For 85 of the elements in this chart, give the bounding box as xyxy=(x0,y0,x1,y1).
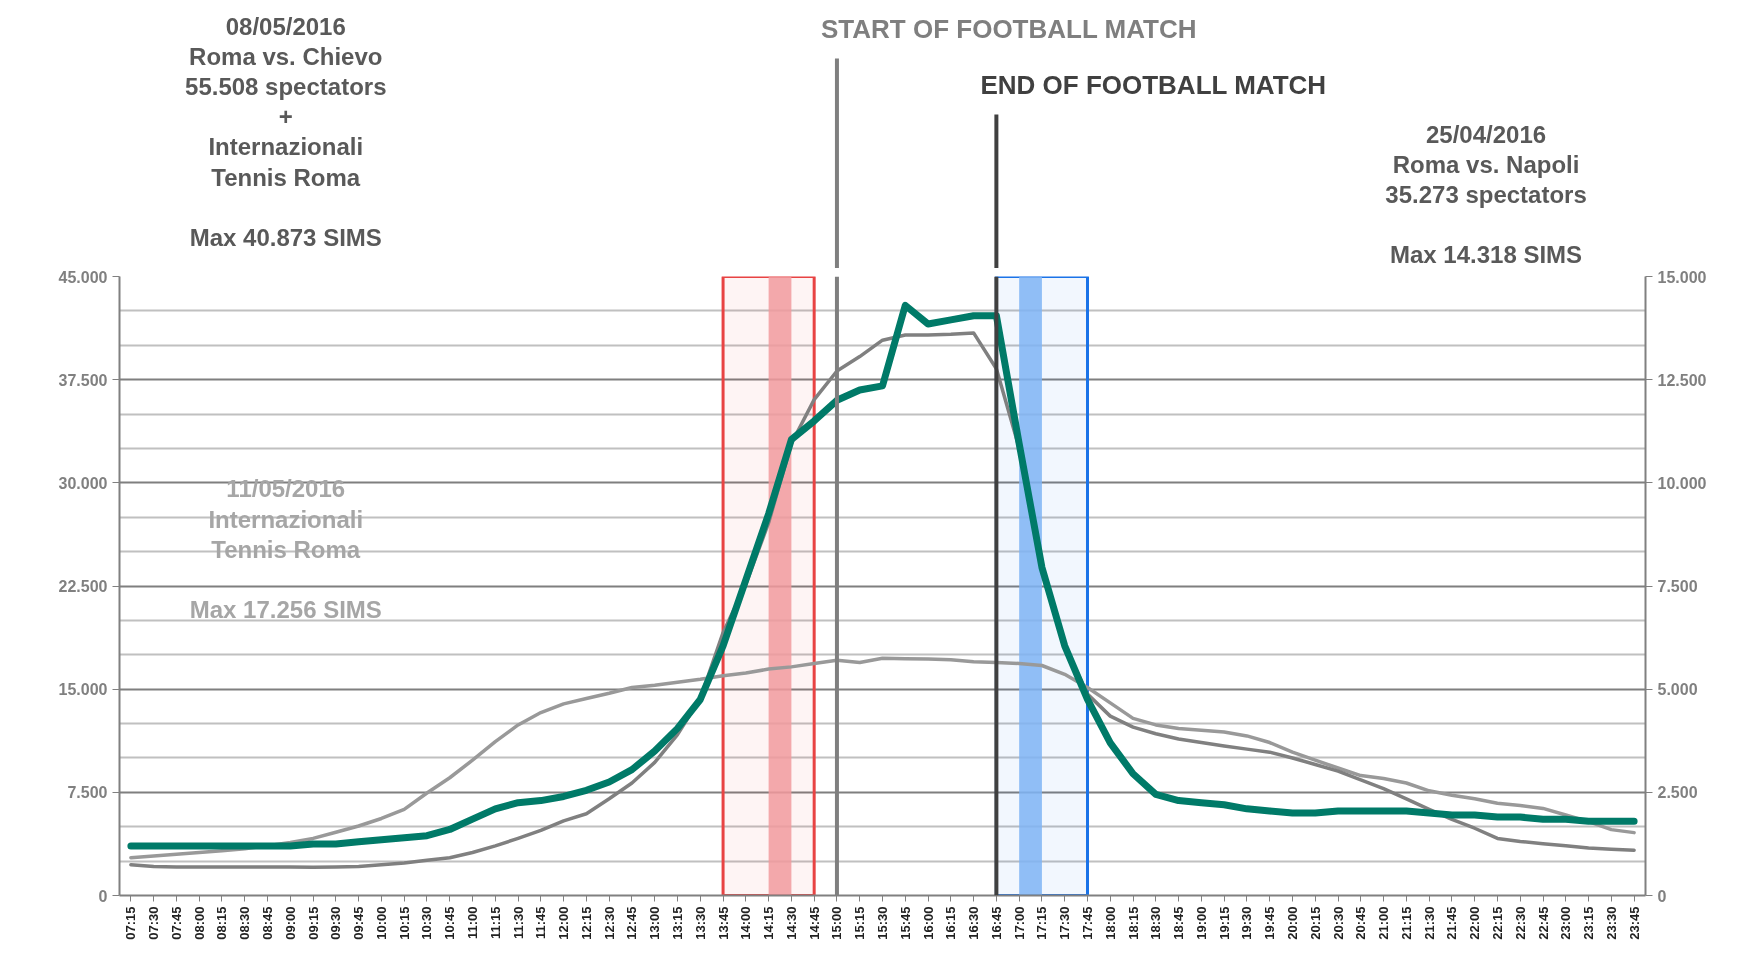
x-tick-label: 21:15 xyxy=(1398,906,1414,940)
y-tick-label: 45.000 xyxy=(58,268,108,286)
x-tick-label: 12:00 xyxy=(556,906,572,940)
x-tick-label: 14:45 xyxy=(806,906,822,940)
x-tick-label: 20:45 xyxy=(1353,906,1369,940)
x-tick-label: 22:30 xyxy=(1512,906,1528,940)
x-tick-label: 11:15 xyxy=(487,906,503,940)
x-tick-label: 09:45 xyxy=(351,906,367,940)
x-tick-label: 15:45 xyxy=(897,906,913,940)
x-tick-label: 16:15 xyxy=(943,906,959,940)
y2-tick-label: 12.500 xyxy=(1657,371,1707,389)
x-tick-label: 17:15 xyxy=(1034,906,1050,940)
x-tick-label: 15:00 xyxy=(829,906,845,940)
x-tick-label: 08:30 xyxy=(237,906,253,940)
x-tick-label: 22:00 xyxy=(1467,906,1483,940)
x-tick-label: 21:45 xyxy=(1444,906,1460,940)
y-tick-label: 37.500 xyxy=(58,371,108,389)
x-tick-label: 11:00 xyxy=(465,906,481,940)
x-tick-label: 12:30 xyxy=(601,906,617,940)
x-tick-label: 18:45 xyxy=(1171,906,1187,940)
x-tick-label: 08:45 xyxy=(260,906,276,940)
x-tick-label: 07:45 xyxy=(168,906,184,940)
x-tick-label: 14:15 xyxy=(761,906,777,940)
x-tick-label: 17:30 xyxy=(1057,906,1073,940)
x-tick-label: 09:30 xyxy=(328,906,344,940)
x-tick-label: 10:15 xyxy=(396,906,412,940)
x-tick-label: 16:45 xyxy=(988,906,1004,940)
text: 08/05/2016 Roma vs. Chievo 55.508 spectators + Internazionali Tennis Roma Max 40.873 SIMS xyxy=(185,12,387,252)
x-tick-label: 23:00 xyxy=(1558,906,1574,940)
y-tick-label: 15.000 xyxy=(58,681,108,699)
y2-tick-label: 0 xyxy=(1657,887,1667,905)
x-tick-label: 12:15 xyxy=(578,906,594,940)
x-tick-label: 15:15 xyxy=(852,906,868,940)
y-tick-label: 7.500 xyxy=(67,784,108,802)
x-tick-label: 20:00 xyxy=(1284,906,1300,940)
y2-tick-label: 10.000 xyxy=(1657,474,1707,492)
x-tick-label: 14:30 xyxy=(783,906,799,940)
x-tick-label: 15:30 xyxy=(875,906,890,940)
x-tick-label: 10:30 xyxy=(419,906,435,940)
x-tick-label: 13:00 xyxy=(647,906,663,940)
y2-tick-label: 15.000 xyxy=(1657,268,1707,286)
x-tick-label: 16:30 xyxy=(966,906,982,940)
x-tick-label: 08:15 xyxy=(214,906,230,940)
y2-tick-label: 5.000 xyxy=(1657,681,1698,699)
x-tick-label: 21:00 xyxy=(1376,906,1392,940)
x-tick-label: 23:30 xyxy=(1603,906,1619,940)
x-tick-label: 19:45 xyxy=(1262,906,1278,940)
y-tick-label: 22.500 xyxy=(58,578,108,595)
x-tick-label: 14:00 xyxy=(738,906,754,940)
x-tick-label: 10:45 xyxy=(442,906,458,940)
ref-line-label: END OF FOOTBALL MATCH xyxy=(980,69,1327,100)
x-tick-label: 17:45 xyxy=(1079,906,1095,940)
x-tick-label: 11:45 xyxy=(533,906,549,940)
x-tick-label: 23:45 xyxy=(1626,906,1642,940)
x-tick-label: 18:00 xyxy=(1102,906,1118,940)
x-tick-label: 23:15 xyxy=(1581,906,1597,940)
x-tick-label: 22:15 xyxy=(1489,906,1505,940)
x-tick-label: 18:15 xyxy=(1125,906,1141,940)
x-tick-label: 11:30 xyxy=(510,906,526,940)
x-tick-label: 18:30 xyxy=(1148,906,1164,940)
x-tick-label: 20:30 xyxy=(1330,906,1346,940)
x-tick-label: 12:45 xyxy=(624,906,640,940)
text: 25/04/2016 Roma vs. Napoli 35.273 spectators Max 14.318 SIMS xyxy=(1385,120,1587,269)
x-tick-label: 20:15 xyxy=(1307,906,1323,940)
y2-tick-label: 2.500 xyxy=(1657,784,1698,802)
y2-tick-label: 7.500 xyxy=(1657,578,1698,595)
x-tick-label: 19:00 xyxy=(1193,906,1209,940)
x-tick-label: 08:00 xyxy=(191,906,207,940)
x-tick-label: 09:00 xyxy=(282,906,298,940)
x-tick-label: 19:30 xyxy=(1239,906,1255,940)
x-tick-label: 13:45 xyxy=(715,906,731,940)
x-tick-label: 17:00 xyxy=(1011,906,1027,940)
x-tick-label: 09:15 xyxy=(305,906,321,940)
x-tick-label: 13:30 xyxy=(692,906,708,940)
x-tick-label: 07:15 xyxy=(123,906,139,940)
ref-line-label: START OF FOOTBALL MATCH xyxy=(821,13,1197,44)
x-tick-label: 22:45 xyxy=(1535,906,1551,940)
x-tick-label: 07:30 xyxy=(146,906,162,940)
x-tick-label: 21:30 xyxy=(1421,906,1437,940)
x-tick-label: 16:00 xyxy=(920,906,936,940)
x-tick-label: 10:00 xyxy=(373,906,389,940)
x-tick-label: 13:15 xyxy=(670,906,686,940)
y-tick-label: 0 xyxy=(98,887,108,905)
x-tick-label: 19:15 xyxy=(1216,906,1232,940)
y-tick-label: 30.000 xyxy=(58,474,108,492)
